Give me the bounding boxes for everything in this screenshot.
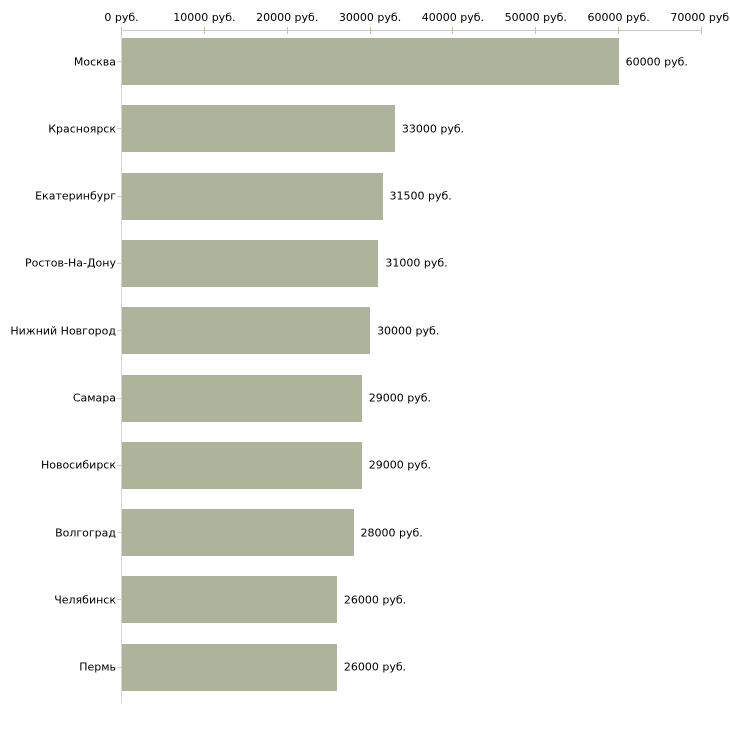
value-label: 29000 руб.	[368, 391, 432, 405]
y-tick-mark	[117, 128, 121, 130]
value-label: 30000 руб.	[377, 324, 440, 338]
x-tick-mark	[618, 27, 620, 34]
y-tick-mark	[117, 532, 121, 534]
x-tick-label: 20000 руб.	[256, 11, 319, 24]
x-tick-label: 60000 руб.	[587, 11, 650, 24]
x-tick-mark	[121, 27, 122, 34]
bar-0	[122, 38, 619, 85]
y-tick-mark	[117, 61, 121, 62]
x-axis-line	[121, 30, 702, 31]
bar-2	[122, 172, 383, 220]
value-label: 26000 руб.	[343, 660, 407, 674]
value-label: 28000 руб.	[360, 526, 423, 540]
x-tick-label: 40000 руб.	[421, 11, 485, 24]
value-label: 29000 руб.	[368, 458, 432, 472]
x-tick-mark	[203, 27, 205, 34]
bar-1	[122, 105, 395, 153]
y-tick-mark	[117, 195, 121, 197]
bar-3	[122, 239, 379, 287]
value-label: 26000 руб.	[343, 593, 407, 607]
bar-6	[122, 441, 362, 489]
y-tick-mark	[117, 330, 121, 332]
x-tick-mark	[535, 27, 537, 34]
y-tick-mark	[117, 599, 121, 601]
category-label: Пермь	[79, 660, 116, 674]
x-tick-label: 70000 руб.	[670, 11, 730, 24]
category-label: Красноярск	[48, 122, 116, 136]
x-tick-mark	[369, 27, 371, 34]
category-label: Екатеринбург	[35, 189, 116, 203]
y-tick-mark	[117, 262, 121, 264]
x-tick-mark	[701, 27, 702, 34]
x-tick-label: 10000 руб.	[173, 11, 236, 24]
x-tick-mark	[452, 27, 454, 34]
bar-7	[122, 509, 354, 557]
category-label: Самара	[72, 391, 116, 405]
category-label: Челябинск	[54, 593, 116, 607]
category-label: Москва	[73, 55, 116, 68]
category-label: Новосибирск	[40, 458, 116, 472]
category-label: Нижний Новгород	[10, 324, 116, 338]
category-label: Ростов-На-Дону	[24, 256, 116, 270]
y-tick-mark	[117, 464, 121, 466]
x-tick-mark	[286, 27, 288, 34]
bar-4	[122, 307, 371, 355]
category-label: Волгоград	[55, 526, 116, 540]
value-label: 33000 руб.	[401, 122, 465, 136]
value-label: 60000 руб.	[625, 55, 688, 68]
bar-5	[122, 374, 362, 422]
y-tick-mark	[117, 666, 121, 668]
y-axis-line	[121, 30, 122, 703]
x-tick-label: 0 руб.	[104, 11, 139, 24]
bar-8	[122, 576, 337, 624]
value-label: 31500 руб.	[389, 189, 452, 203]
y-tick-mark	[117, 397, 121, 399]
x-tick-label: 30000 руб.	[338, 11, 402, 24]
bar-9	[122, 643, 337, 691]
x-tick-label: 50000 руб.	[504, 11, 567, 24]
value-label: 31000 руб.	[385, 256, 448, 270]
